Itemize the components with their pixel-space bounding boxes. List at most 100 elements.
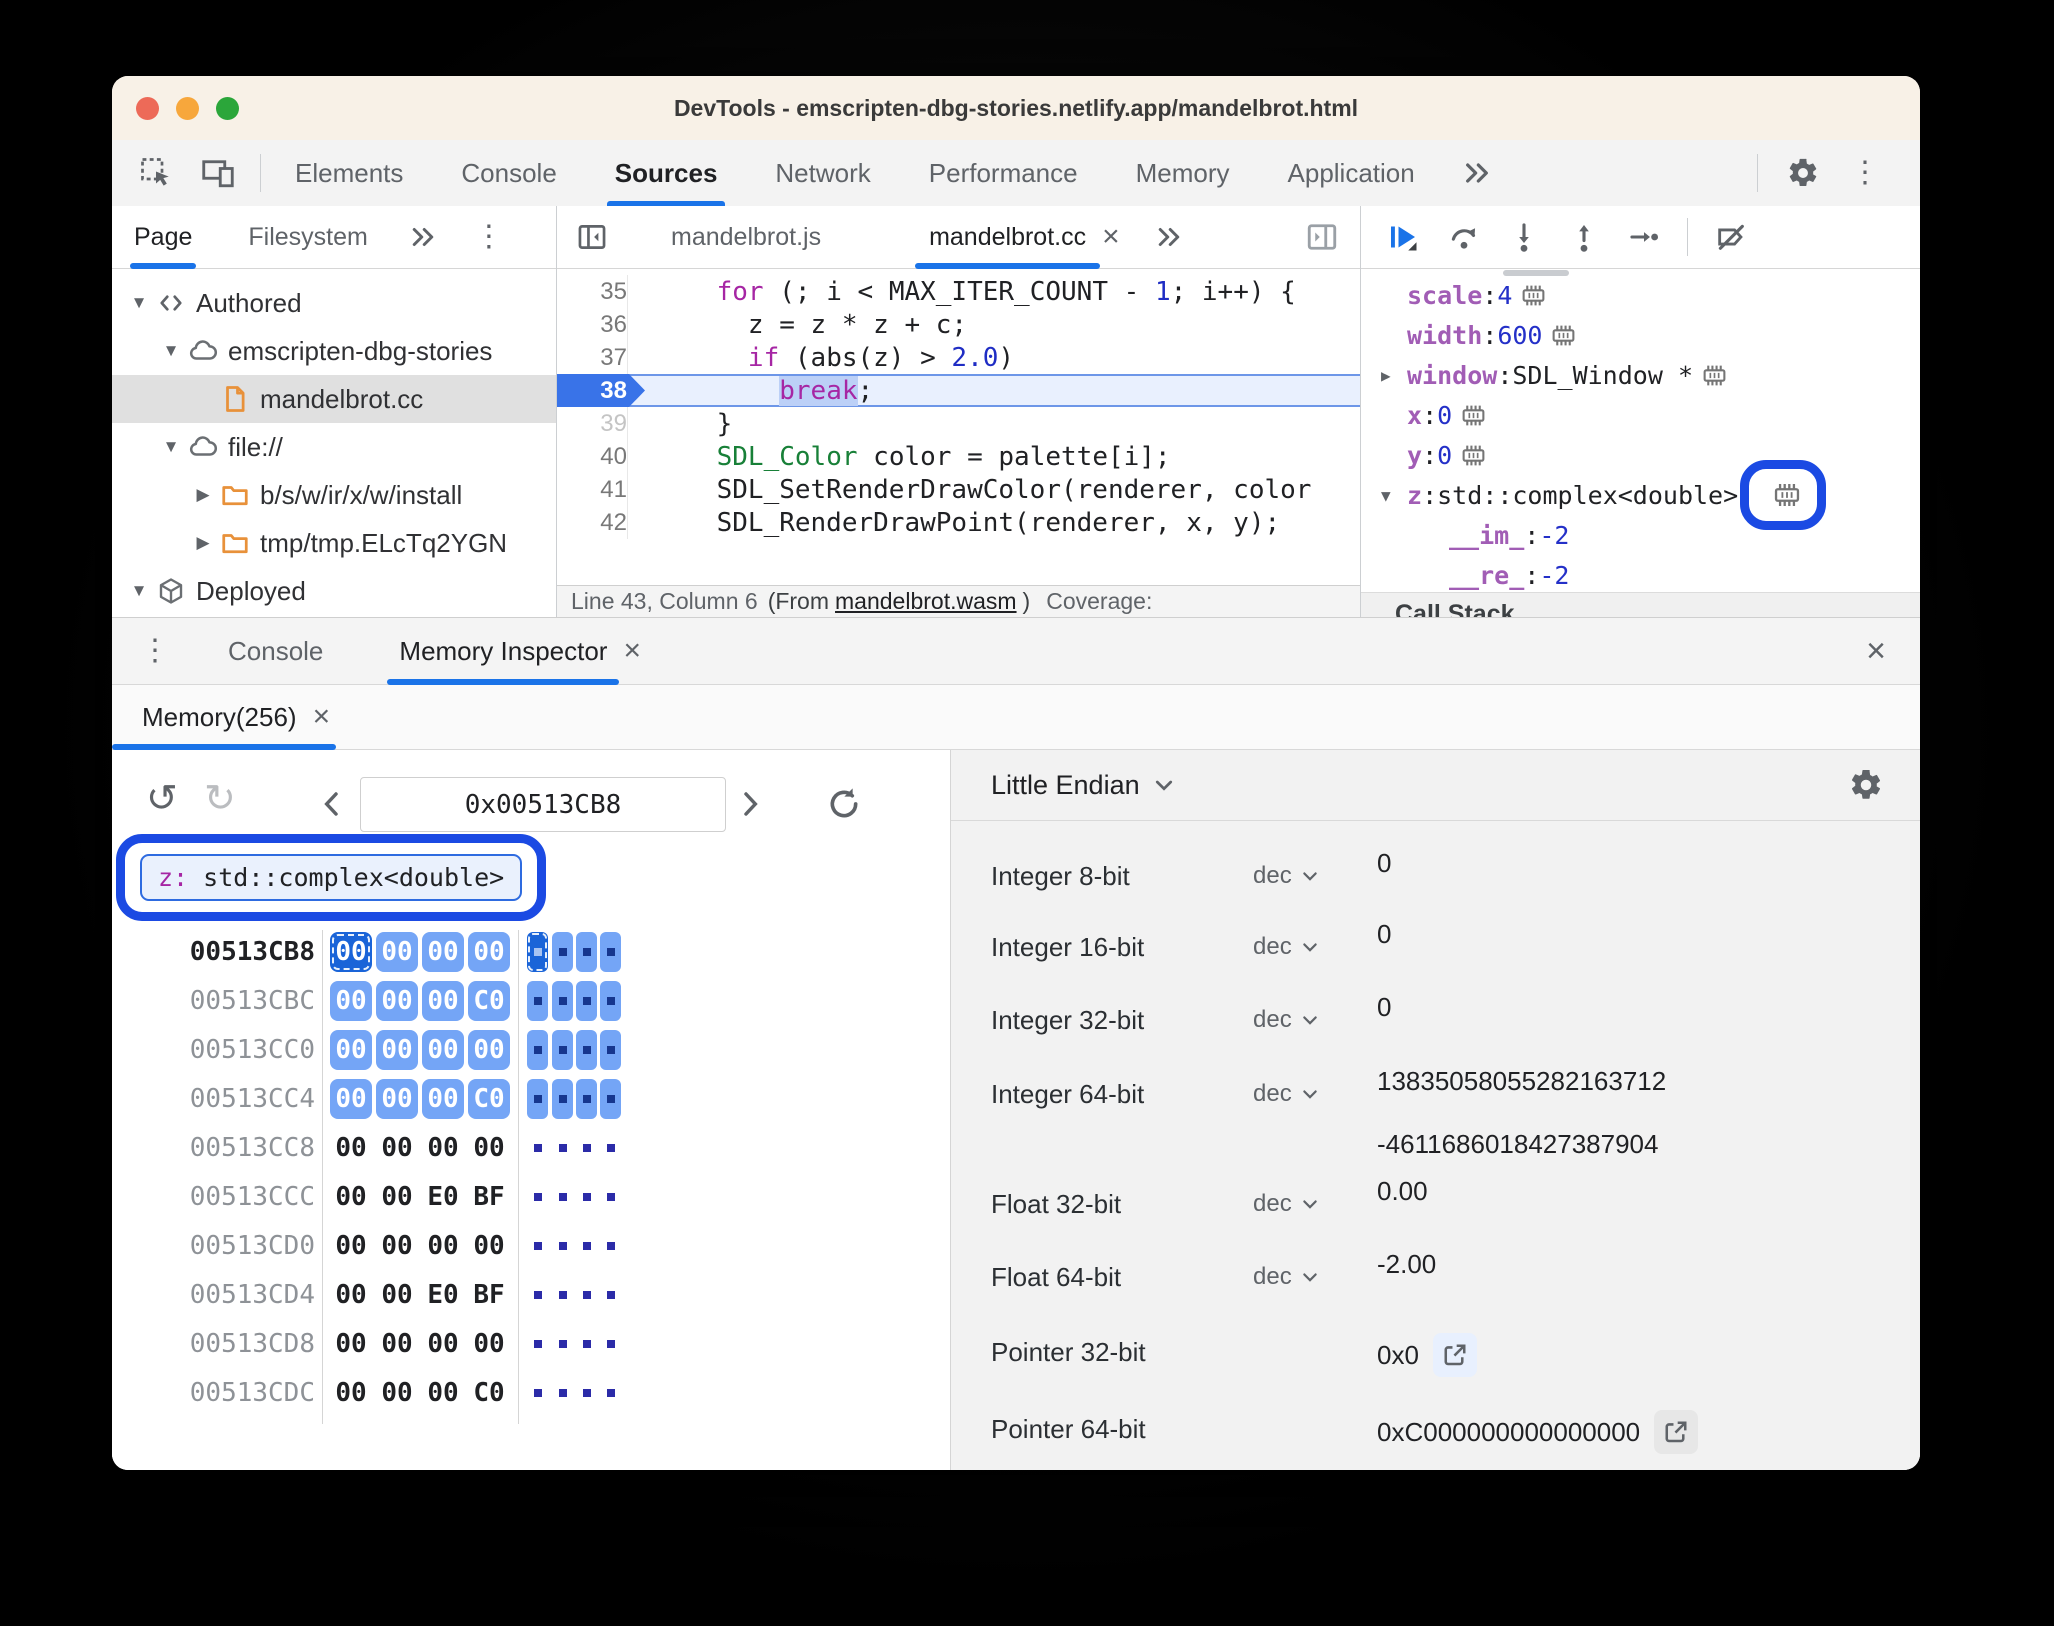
interpreter-settings-gear-icon[interactable] [1848,767,1884,803]
history-back-icon[interactable]: ↺ [146,778,178,820]
chevron-down-icon[interactable]: ▼ [130,581,148,600]
ascii-cell[interactable] [576,1079,597,1119]
hex-byte-cell[interactable]: 00 [381,1231,413,1261]
previous-page-icon[interactable] [316,788,348,820]
hex-byte-cell[interactable]: 00 [422,932,464,972]
format-select[interactable]: dec [1253,1006,1377,1034]
more-navigator-tabs-icon[interactable] [408,222,438,252]
step-over-icon[interactable] [1447,220,1481,254]
ascii-cell[interactable] [576,1226,597,1266]
hex-byte-cell[interactable]: 00 [376,981,418,1021]
ascii-cell[interactable] [576,1177,597,1217]
ascii-cell[interactable] [600,981,621,1021]
more-editor-tabs-icon[interactable] [1154,222,1184,252]
resume-script-icon[interactable] [1385,219,1421,255]
line-number[interactable]: 35 [600,277,627,305]
more-tabs-icon[interactable] [1461,157,1493,189]
hex-byte-cell[interactable]: 00 [422,981,464,1021]
hex-byte-cell[interactable]: 00 [381,1378,413,1408]
next-page-icon[interactable] [734,788,766,820]
refresh-memory-icon[interactable] [824,784,864,824]
hex-byte-cell[interactable]: BF [473,1280,505,1310]
ascii-cell[interactable] [600,1275,621,1315]
ascii-cell[interactable] [552,1373,573,1413]
main-tab-console[interactable]: Console [461,157,557,188]
hex-byte-cell[interactable]: 00 [473,1133,505,1163]
main-tab-elements[interactable]: Elements [295,157,404,188]
scope-variable-im[interactable]: __im_: -2 [1361,515,1920,555]
history-forward-icon[interactable]: ↻ [204,778,236,820]
hex-byte-cell[interactable]: 00 [473,1231,505,1261]
device-toolbar-icon[interactable] [200,155,236,191]
format-select[interactable]: dec [1253,1263,1377,1291]
code-line-39[interactable]: 39 } [557,407,1360,440]
code-line-41[interactable]: 41 SDL_SetRenderDrawColor(renderer, colo… [557,473,1360,506]
ascii-cell[interactable] [600,1177,621,1217]
hex-byte-cell[interactable]: 00 [468,932,510,972]
settings-gear-icon[interactable] [1786,156,1820,190]
navigator-kebab-icon[interactable]: ⋮ [473,220,504,253]
external-link-icon[interactable] [1662,1418,1690,1446]
jump-to-address-chip[interactable] [1432,1333,1477,1377]
tree-item-file-[interactable]: ▼ file:// [112,423,556,471]
hex-byte-cell[interactable]: 00 [330,932,372,972]
close-memory-view-icon[interactable]: × [312,700,331,733]
code-editor[interactable]: 35 for (; i < MAX_ITER_COUNT - 1; i++) {… [557,269,1360,585]
show-debugger-panel-icon[interactable] [1304,219,1340,255]
inspect-element-icon[interactable] [138,155,174,191]
scope-scrollbar[interactable] [1503,270,1569,276]
ascii-cell[interactable] [552,1177,573,1217]
scope-variable-width[interactable]: width: 600 [1361,315,1920,355]
ascii-cell[interactable] [552,1275,573,1315]
line-number[interactable]: 36 [600,310,627,338]
ascii-cell[interactable] [600,1226,621,1266]
hex-byte-cell[interactable]: 00 [330,981,372,1021]
drawer-kebab-icon[interactable]: ⋮ [140,634,170,667]
code-line-38[interactable]: 38 break; [557,374,1360,407]
memory-chip-icon[interactable] [1460,402,1487,429]
main-menu-kebab-icon[interactable]: ⋮ [1850,156,1880,189]
hex-byte-cell[interactable]: 00 [427,1329,459,1359]
format-select[interactable]: dec [1253,1190,1377,1218]
tree-item-emscripten-dbg-stories[interactable]: ▼ emscripten-dbg-stories [112,327,556,375]
chevron-right-icon[interactable]: ▶ [196,485,210,504]
ascii-cell[interactable] [576,1030,597,1070]
minimize-window-button[interactable] [176,96,199,120]
main-tab-application[interactable]: Application [1287,157,1415,188]
hex-byte-cell[interactable]: 00 [330,1030,372,1070]
ascii-cell[interactable] [527,1373,548,1413]
chevron-down-icon[interactable]: ▼ [162,437,180,456]
chevron-right-icon[interactable]: ▶ [1381,365,1391,385]
call-stack-section[interactable]: Call Stack [1361,592,1920,617]
format-select[interactable]: dec [1253,933,1377,961]
hex-byte-cell[interactable]: 00 [376,932,418,972]
hex-byte-cell[interactable]: 00 [376,1079,418,1119]
endianness-select[interactable]: Little Endian [991,769,1140,800]
hex-byte-cell[interactable]: 00 [427,1133,459,1163]
code-line-42[interactable]: 42 SDL_RenderDrawPoint(renderer, x, y); [557,506,1360,539]
close-tab-icon[interactable]: × [1102,220,1120,253]
ascii-cell[interactable] [576,1324,597,1364]
ascii-cell[interactable] [527,1128,548,1168]
memory-chip-icon[interactable] [1772,480,1802,510]
chevron-down-icon[interactable] [1300,866,1320,886]
deactivate-breakpoints-icon[interactable] [1714,220,1748,254]
hex-byte-cell[interactable]: E0 [427,1280,459,1310]
maximize-window-button[interactable] [216,96,239,120]
ascii-cell[interactable] [552,1226,573,1266]
hex-byte-cell[interactable]: 00 [422,1079,464,1119]
line-number[interactable]: 38 [600,376,627,404]
close-drawer-icon[interactable]: × [1866,632,1886,670]
hex-byte-cell[interactable]: 00 [381,1329,413,1359]
ascii-cell[interactable] [552,1079,573,1119]
ascii-cell[interactable] [552,1128,573,1168]
ascii-cell[interactable] [576,1128,597,1168]
scope-variable-scale[interactable]: scale: 4 [1361,275,1920,315]
ascii-cell[interactable] [527,1275,548,1315]
line-number[interactable]: 42 [600,508,627,536]
memory-tag-chip[interactable]: z: std::complex<double> [140,854,523,901]
ascii-cell[interactable] [527,1226,548,1266]
chevron-down-icon[interactable] [1300,1010,1320,1030]
scope-variable-x[interactable]: x: 0 [1361,395,1920,435]
code-line-35[interactable]: 35 for (; i < MAX_ITER_COUNT - 1; i++) { [557,275,1360,308]
